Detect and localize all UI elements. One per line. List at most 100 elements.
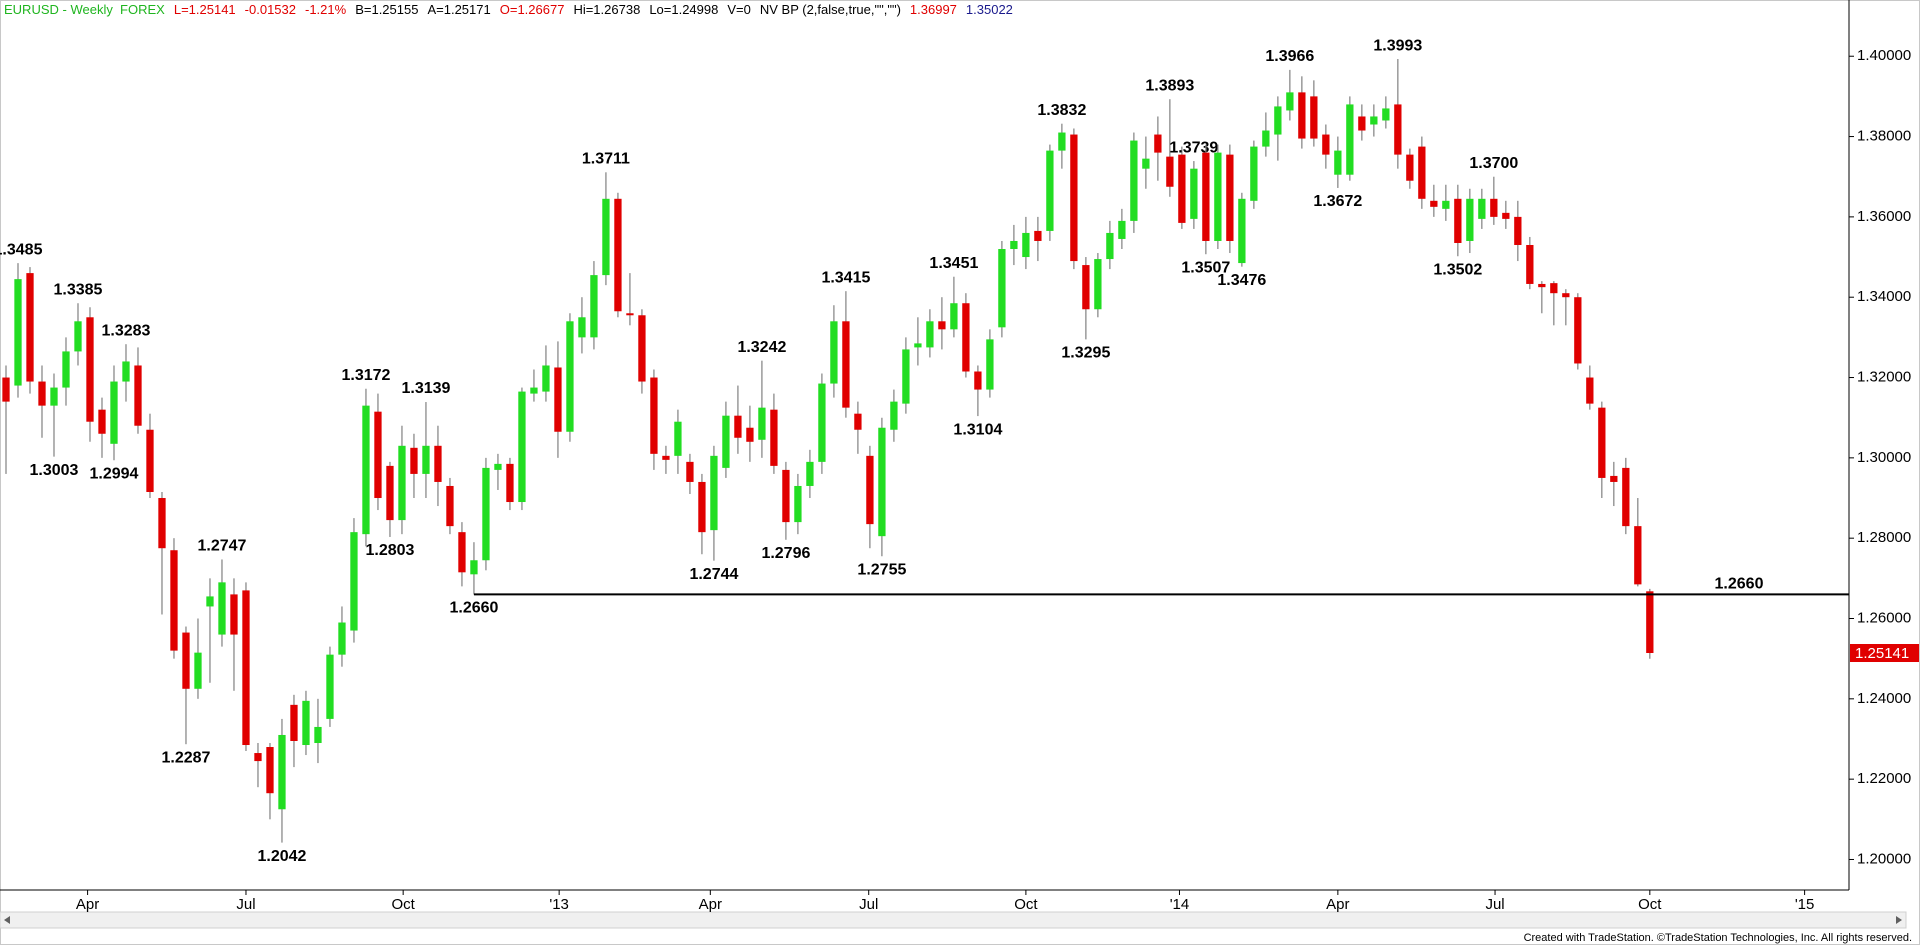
candle-body	[1166, 156, 1174, 187]
candle-body	[794, 485, 802, 523]
x-tick-label: Jul	[236, 896, 255, 913]
candle-body	[242, 590, 250, 746]
candle-body	[1226, 154, 1234, 241]
candle-body	[950, 303, 958, 330]
high-label: 1.3415	[821, 269, 870, 286]
candle-body	[1538, 283, 1546, 288]
footer: Created with TradeStation. ©TradeStation…	[1524, 932, 1912, 944]
header-item: EURUSD - Weekly FOREX	[4, 2, 165, 17]
x-tick-label: Oct	[391, 896, 415, 913]
candle-body	[506, 463, 514, 503]
candle-body	[1094, 259, 1102, 310]
candle-body	[1430, 200, 1438, 207]
candle-body	[1250, 146, 1258, 201]
candle-body	[1514, 216, 1522, 245]
candle-body	[1526, 244, 1534, 284]
last-price-label: 1.25141	[1855, 645, 1909, 662]
high-label: 1.3485	[0, 241, 43, 258]
candle-body	[998, 249, 1006, 328]
candle-body	[1358, 116, 1366, 131]
candle-body	[686, 461, 694, 482]
candle-body	[842, 321, 850, 408]
candle-body	[254, 753, 262, 762]
candle-body	[314, 726, 322, 744]
candle-body	[1082, 265, 1090, 310]
scrollbar[interactable]	[0, 911, 1907, 929]
candle-body	[38, 381, 46, 406]
candle-body	[662, 455, 670, 460]
candle-body	[326, 654, 334, 719]
candle-body	[74, 321, 82, 352]
high-label: 1.3966	[1265, 48, 1314, 65]
high-label: 1.2747	[198, 538, 247, 555]
scroll-arrow[interactable]	[4, 916, 10, 924]
high-label: 1.3451	[929, 255, 978, 272]
high-label: 1.3172	[341, 367, 390, 384]
candle-body	[542, 365, 550, 392]
high-label: 1.3832	[1037, 102, 1086, 119]
candle-body	[1622, 467, 1630, 527]
candle-body	[494, 463, 502, 470]
high-label: 1.3283	[102, 322, 151, 339]
candle-body	[134, 365, 142, 426]
x-tick-label: Jul	[859, 896, 878, 913]
y-tick-label: 1.36000	[1857, 208, 1911, 225]
candle-body	[1010, 240, 1018, 250]
candle-body	[158, 498, 166, 549]
candle-body	[722, 415, 730, 468]
candle-body	[650, 377, 658, 454]
x-tick-label: '13	[549, 896, 569, 913]
candle-body	[578, 317, 586, 338]
candle-body	[338, 622, 346, 655]
low-label: 1.3507	[1181, 259, 1230, 276]
candle-body	[218, 582, 226, 635]
candle-body	[26, 273, 34, 382]
low-label: 1.2287	[162, 749, 211, 766]
candle-body	[1598, 407, 1606, 478]
candle-body	[1106, 232, 1114, 260]
candle-body	[230, 594, 238, 635]
x-tick-label: Apr	[76, 896, 99, 913]
candle-body	[698, 481, 706, 533]
scroll-arrow[interactable]	[1896, 916, 1902, 924]
candle-body	[50, 387, 58, 406]
candle-body	[1190, 168, 1198, 219]
candle-body	[1286, 92, 1294, 111]
y-tick-label: 1.22000	[1857, 770, 1911, 787]
header-item: O=1.26677	[500, 2, 565, 17]
low-label: 1.3104	[953, 421, 1002, 438]
candle-body	[926, 321, 934, 348]
header-item: Hi=1.26738	[573, 2, 640, 17]
candle-body	[122, 361, 130, 382]
candle-body	[1070, 134, 1078, 262]
y-tick-label: 1.24000	[1857, 690, 1911, 707]
candle-body	[1058, 132, 1066, 151]
candle-body	[674, 421, 682, 456]
candle-body	[986, 339, 994, 390]
candle-body	[1406, 154, 1414, 181]
high-label: 1.3993	[1373, 37, 1422, 54]
header-item: A=1.25171	[427, 2, 490, 17]
candle-body	[1238, 198, 1246, 264]
y-tick-label: 1.40000	[1857, 47, 1911, 64]
x-tick-label: '14	[1170, 896, 1190, 913]
candle-body	[470, 560, 478, 575]
x-tick-label: Apr	[699, 896, 722, 913]
candle-body	[962, 303, 970, 372]
header-item: V=0	[727, 2, 751, 17]
candle-body	[854, 413, 862, 430]
candle-body	[566, 321, 574, 432]
candle-body	[1466, 198, 1474, 241]
candle-body	[1202, 152, 1210, 241]
candle-body	[1454, 198, 1462, 243]
candle-body	[278, 734, 286, 810]
low-label: 1.3295	[1061, 345, 1110, 362]
header-item: 1.35022	[966, 2, 1013, 17]
candle-body	[830, 321, 838, 384]
candle-body	[1586, 377, 1594, 404]
low-label: 1.2994	[90, 465, 139, 482]
low-label: 1.2796	[761, 545, 810, 562]
candle-body	[1418, 146, 1426, 199]
candle-body	[518, 391, 526, 503]
